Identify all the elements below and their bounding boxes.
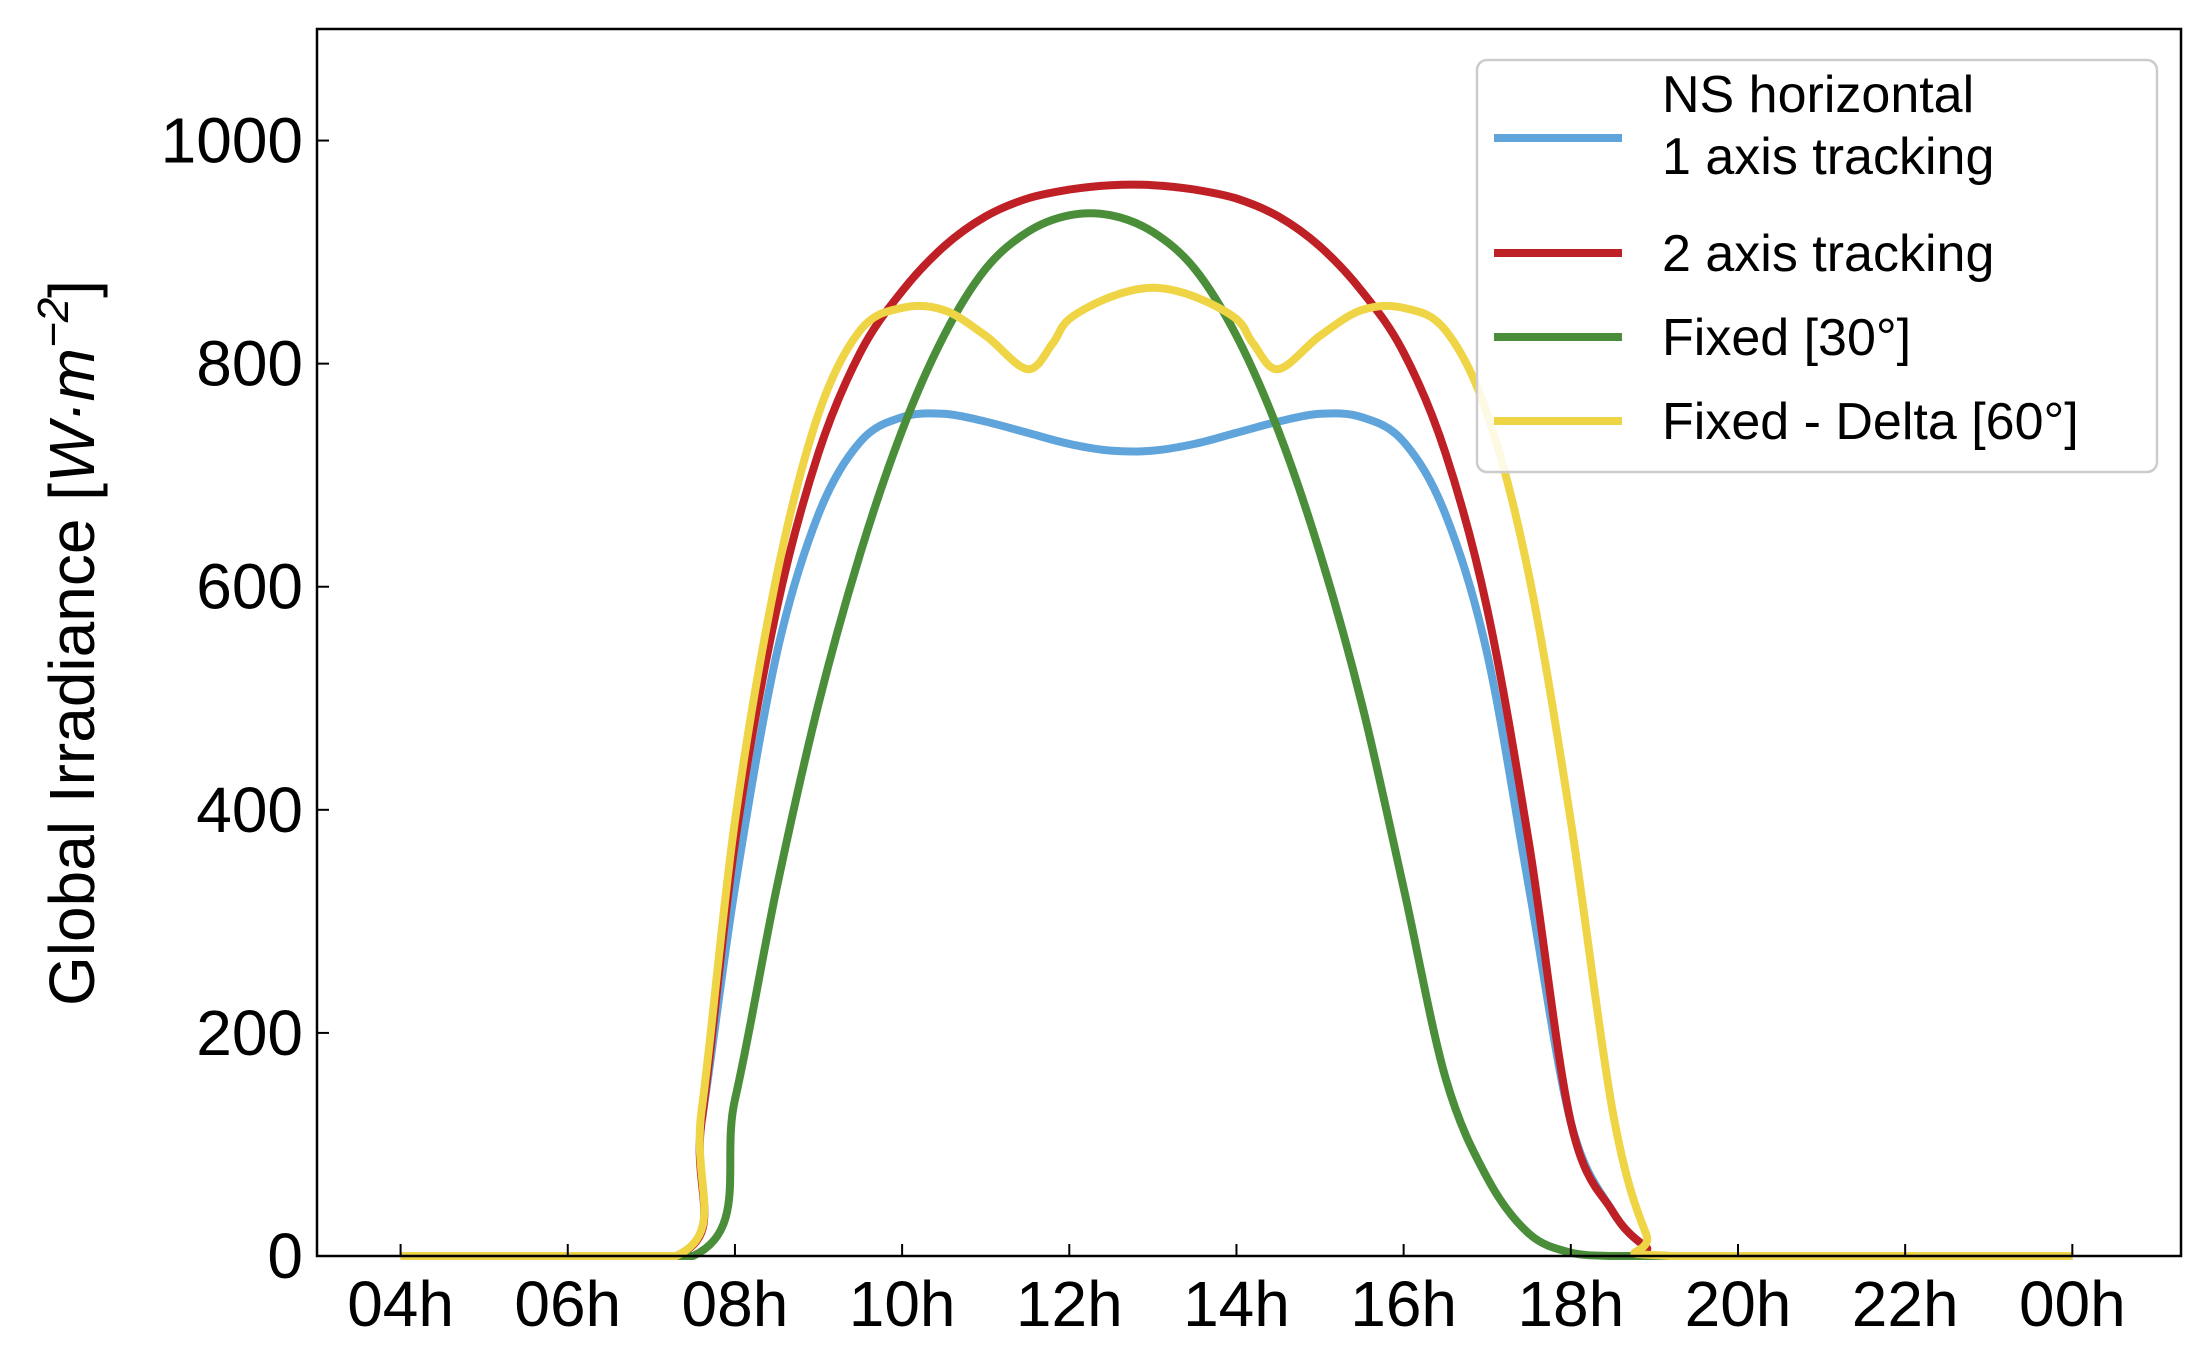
legend-label-4: Fixed - Delta [60°] bbox=[1662, 393, 2079, 451]
y-axis-label: Global Irradiance [W·m−2] bbox=[29, 280, 108, 1006]
y-tick-label: 0 bbox=[267, 1220, 303, 1292]
x-tick-label: 08h bbox=[682, 1268, 789, 1340]
x-tick-label: 14h bbox=[1183, 1268, 1290, 1340]
legend: NS horizontal 1 axis tracking 2 axis track… bbox=[1475, 58, 2159, 474]
y-tick-label: 1000 bbox=[161, 105, 303, 177]
y-tick-label: 600 bbox=[196, 551, 303, 623]
y-tick-label: 800 bbox=[196, 328, 303, 400]
series-line-4 bbox=[400, 283, 2073, 1261]
x-tick-label: 04h bbox=[347, 1268, 454, 1340]
legend-label-1: NS horizontal 1 axis tracking bbox=[1662, 66, 1994, 186]
legend-items: NS horizontal 1 axis tracking 2 axis track… bbox=[1494, 66, 2079, 451]
x-tick-label: 18h bbox=[1517, 1268, 1624, 1340]
y-tick-label: 200 bbox=[196, 997, 303, 1069]
x-tick-label: 12h bbox=[1016, 1268, 1123, 1340]
y-axis-label-prefix: Global Irradiance [ bbox=[36, 483, 108, 1006]
x-tick-label: 20h bbox=[1685, 1268, 1792, 1340]
y-axis-label-exponent: −2 bbox=[29, 298, 78, 348]
tick-layer: 04h 06h 08h 10h 12h 14h 16h 18h 20h 22h 00h 0 200 400… bbox=[161, 105, 2126, 1340]
y-axis-label-suffix: ] bbox=[36, 280, 108, 298]
x-tick-label: 00h bbox=[2019, 1268, 2126, 1340]
y-tick-label: 400 bbox=[196, 774, 303, 846]
plot-frame bbox=[315, 27, 2183, 1258]
x-tick-label: 06h bbox=[514, 1268, 621, 1340]
x-tick-label: 16h bbox=[1350, 1268, 1457, 1340]
y-axis-label-math: W·m bbox=[36, 348, 108, 483]
x-tick-label: 10h bbox=[849, 1268, 956, 1340]
x-tick-label: 22h bbox=[1852, 1268, 1959, 1340]
legend-label-2: 2 axis tracking bbox=[1662, 225, 1994, 283]
legend-label-3: Fixed [30°] bbox=[1662, 309, 1911, 367]
legend-box bbox=[1475, 58, 2159, 474]
